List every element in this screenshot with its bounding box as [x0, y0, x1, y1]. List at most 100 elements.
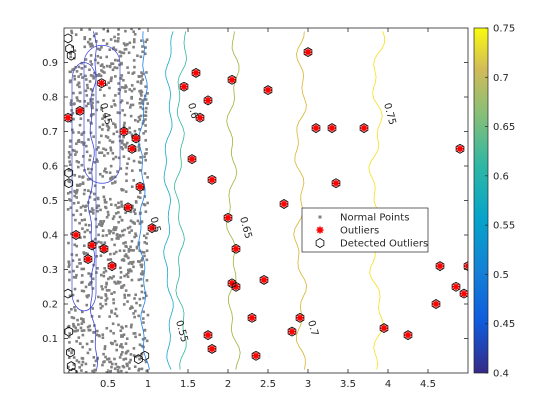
normal-point [83, 235, 86, 239]
normal-point [70, 29, 73, 33]
normal-point [146, 102, 149, 105]
normal-point [123, 274, 126, 278]
normal-point [93, 71, 96, 75]
normal-point [73, 243, 77, 247]
normal-point [129, 210, 133, 214]
normal-point [101, 222, 105, 225]
normal-point [132, 354, 136, 357]
detected-outlier-marker [263, 85, 273, 96]
outlier-marker [328, 124, 336, 132]
detected-outlier-marker [191, 67, 201, 78]
normal-point [70, 31, 74, 35]
normal-point [121, 229, 124, 233]
normal-point [104, 355, 107, 359]
outlier-stroke [88, 242, 96, 249]
normal-point [102, 352, 105, 356]
detected-outlier-marker [295, 312, 305, 323]
normal-point [67, 349, 71, 352]
detected-outlier-marker [279, 199, 289, 209]
normal-point [80, 67, 84, 70]
outlier-marker [204, 331, 212, 339]
normal-point [120, 369, 123, 373]
normal-point [100, 224, 104, 227]
detected-outlier-marker [251, 350, 261, 361]
normal-point [117, 28, 120, 31]
normal-point [110, 203, 113, 206]
normal-point [84, 362, 88, 366]
normal-point [113, 243, 116, 247]
colorbar-tick-label: 0.55 [493, 221, 515, 232]
normal-point [132, 221, 136, 225]
normal-point [81, 182, 85, 186]
detected-outlier-marker [107, 261, 117, 272]
normal-point [133, 149, 137, 152]
normal-point [67, 311, 71, 314]
normal-point [141, 257, 144, 260]
normal-point [80, 289, 84, 293]
detected-outlier-marker [223, 212, 233, 223]
detected-outlier-marker [359, 123, 369, 134]
detected-outlier-marker [131, 133, 141, 144]
normal-point [72, 363, 76, 366]
normal-point [78, 123, 82, 127]
detected-outlier-marker [403, 330, 413, 341]
normal-point [98, 151, 101, 155]
normal-point [75, 359, 79, 362]
normal-point [67, 261, 71, 264]
detected-outlier-marker [134, 354, 143, 365]
detected-outlier-marker [435, 261, 445, 272]
normal-point [98, 334, 101, 338]
normal-point [77, 360, 81, 364]
normal-point [89, 230, 92, 234]
normal-point [126, 300, 129, 303]
normal-point [102, 94, 106, 97]
outlier-marker [108, 262, 116, 270]
normal-point [88, 195, 92, 199]
normal-point [86, 252, 89, 256]
normal-point [78, 366, 81, 369]
normal-point [77, 131, 80, 134]
normal-point [102, 219, 106, 223]
normal-point [108, 48, 112, 52]
normal-point [96, 329, 99, 333]
normal-point [134, 309, 137, 313]
normal-point [116, 39, 120, 43]
normal-point [130, 84, 134, 87]
normal-point [125, 85, 128, 89]
normal-point [113, 175, 117, 179]
normal-point [95, 148, 99, 151]
normal-point [67, 168, 71, 172]
normal-point [71, 45, 74, 49]
normal-point [118, 249, 122, 253]
normal-point [96, 196, 100, 200]
normal-point [108, 315, 111, 318]
outlier-stroke [204, 97, 212, 104]
normal-point [88, 28, 92, 31]
normal-point [103, 360, 106, 363]
normal-point [84, 58, 88, 61]
normal-point [114, 282, 118, 285]
normal-point [112, 215, 116, 218]
outlier-marker [232, 245, 240, 253]
normal-point [110, 365, 113, 369]
outlier-stroke [280, 200, 288, 208]
normal-point [96, 209, 99, 213]
normal-point [144, 118, 147, 121]
normal-point [80, 363, 84, 367]
normal-point [76, 83, 79, 87]
normal-point [85, 83, 89, 87]
normal-point [111, 181, 114, 185]
normal-point [86, 86, 90, 90]
normal-point [116, 280, 120, 284]
outlier-marker [304, 48, 312, 56]
normal-point [107, 81, 110, 85]
normal-point [76, 165, 80, 169]
normal-point [113, 227, 117, 231]
normal-point [143, 195, 147, 198]
outlier-stroke [456, 145, 464, 152]
normal-point [75, 96, 79, 100]
normal-point [68, 70, 72, 74]
normal-point [116, 170, 119, 173]
normal-point [68, 263, 71, 267]
